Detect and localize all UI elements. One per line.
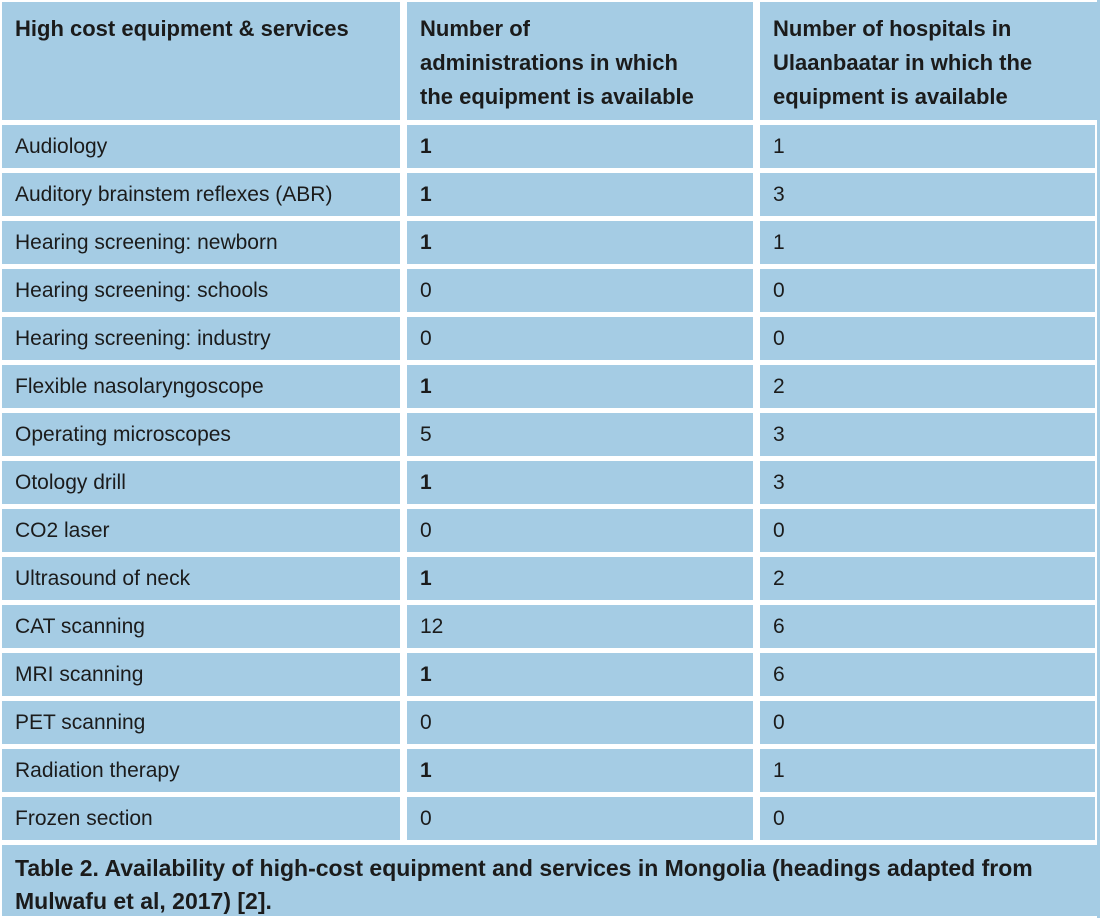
row-label: Hearing screening: industry [2, 317, 400, 360]
administrations-value: 1 [407, 461, 753, 504]
hospitals-value: 0 [760, 797, 1097, 840]
administrations-value: 0 [407, 269, 753, 312]
row-label: CAT scanning [2, 605, 400, 648]
administrations-value: 1 [407, 365, 753, 408]
column-header-administrations-line: administrations in which [420, 50, 678, 75]
administrations-value: 1 [407, 221, 753, 264]
hospitals-value: 6 [760, 605, 1097, 648]
administrations-value: 12 [407, 605, 753, 648]
column-header-administrations-line: the equipment is available [420, 84, 694, 109]
row-label: Auditory brainstem reflexes (ABR) [2, 173, 400, 216]
row-label: Frozen section [2, 797, 400, 840]
administrations-value: 1 [407, 173, 753, 216]
column-header-administrations-line: Number of [420, 16, 530, 41]
hospitals-value: 0 [760, 269, 1097, 312]
administrations-value: 0 [407, 701, 753, 744]
hospitals-value: 1 [760, 221, 1097, 264]
row-label: Operating microscopes [2, 413, 400, 456]
hospitals-value: 2 [760, 557, 1097, 600]
administrations-value: 0 [407, 509, 753, 552]
column-header-hospitals-line: equipment is available [773, 84, 1008, 109]
row-label: Hearing screening: newborn [2, 221, 400, 264]
hospitals-value: 2 [760, 365, 1097, 408]
administrations-value: 1 [407, 557, 753, 600]
column-header-equipment-line: High cost equipment & services [15, 16, 349, 41]
right-edge-strip [1097, 0, 1100, 918]
row-label: Otology drill [2, 461, 400, 504]
administrations-value: 1 [407, 653, 753, 696]
row-label: PET scanning [2, 701, 400, 744]
column-header-administrations: Number of administrations in which the e… [407, 2, 753, 120]
administrations-value: 1 [407, 125, 753, 168]
column-header-hospitals-line: Ulaanbaatar in which the [773, 50, 1033, 75]
hospitals-value: 0 [760, 317, 1097, 360]
hospitals-value: 0 [760, 701, 1097, 744]
hospitals-value: 1 [760, 125, 1097, 168]
row-label: MRI scanning [2, 653, 400, 696]
column-header-equipment: High cost equipment & services [2, 2, 400, 120]
administrations-value: 0 [407, 797, 753, 840]
administrations-value: 0 [407, 317, 753, 360]
row-label: Radiation therapy [2, 749, 400, 792]
row-label: CO2 laser [2, 509, 400, 552]
administrations-value: 5 [407, 413, 753, 456]
hospitals-value: 3 [760, 461, 1097, 504]
hospitals-value: 3 [760, 173, 1097, 216]
row-label: Audiology [2, 125, 400, 168]
hospitals-value: 1 [760, 749, 1097, 792]
column-header-hospitals: Number of hospitals in Ulaanbaatar in wh… [760, 2, 1097, 120]
column-header-hospitals-line: Number of hospitals in [773, 16, 1012, 41]
row-label: Flexible nasolaryngoscope [2, 365, 400, 408]
table-caption: Table 2. Availability of high-cost equip… [2, 845, 1097, 916]
administrations-value: 1 [407, 749, 753, 792]
hospitals-value: 3 [760, 413, 1097, 456]
hospitals-value: 6 [760, 653, 1097, 696]
hospitals-value: 0 [760, 509, 1097, 552]
row-label: Ultrasound of neck [2, 557, 400, 600]
row-label: Hearing screening: schools [2, 269, 400, 312]
